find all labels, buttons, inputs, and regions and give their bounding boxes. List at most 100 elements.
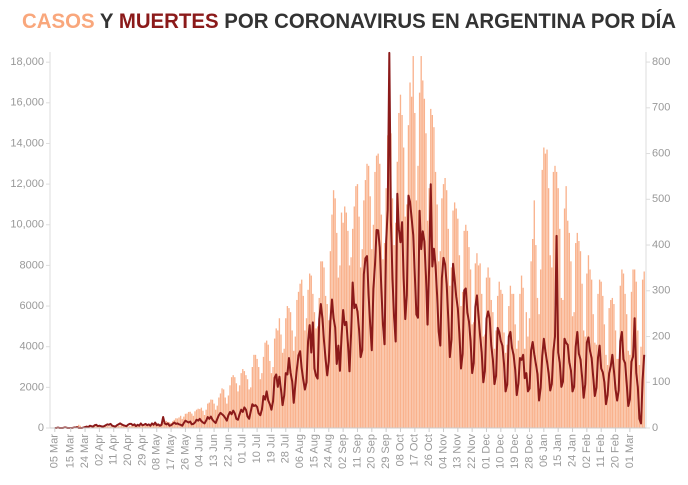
bar bbox=[144, 425, 147, 428]
bar bbox=[543, 147, 545, 428]
bar bbox=[253, 354, 255, 428]
x-tick-label: 13 Nov bbox=[452, 434, 464, 469]
bar bbox=[380, 214, 383, 428]
bar bbox=[356, 184, 359, 428]
bar bbox=[406, 204, 408, 428]
x-tick-label: 26 Oct bbox=[423, 434, 435, 466]
x-tick-label: 01 Jul bbox=[237, 434, 249, 463]
bar bbox=[93, 426, 96, 428]
x-tick-label: 13 Jun bbox=[208, 434, 220, 467]
bar bbox=[379, 163, 381, 428]
bar bbox=[210, 399, 212, 428]
bar bbox=[509, 285, 512, 428]
bar bbox=[234, 377, 236, 428]
chart-title: CASOS Y MUERTES POR CORONAVIRUS EN ARGEN… bbox=[22, 10, 676, 33]
x-tick-label: 29 Apr bbox=[136, 434, 148, 466]
bar bbox=[474, 263, 477, 428]
bar bbox=[581, 283, 583, 428]
bar bbox=[377, 153, 379, 428]
bar bbox=[242, 369, 244, 428]
bar bbox=[227, 395, 230, 428]
bar bbox=[410, 96, 413, 429]
bar bbox=[211, 399, 214, 428]
bar bbox=[539, 269, 542, 428]
bar bbox=[95, 425, 97, 428]
bar bbox=[579, 251, 582, 428]
bar bbox=[146, 425, 148, 428]
bar bbox=[117, 426, 120, 428]
bar bbox=[301, 279, 303, 428]
bar bbox=[551, 267, 553, 428]
bar bbox=[207, 403, 209, 428]
bar bbox=[468, 247, 470, 428]
bar bbox=[390, 133, 392, 428]
bar bbox=[278, 318, 281, 428]
bar bbox=[525, 312, 527, 428]
bar bbox=[256, 358, 258, 428]
bar bbox=[178, 417, 180, 428]
bar bbox=[78, 424, 80, 428]
line bbox=[54, 51, 646, 429]
bar bbox=[404, 216, 406, 428]
bar bbox=[141, 425, 144, 428]
bar bbox=[471, 324, 473, 428]
bar bbox=[433, 127, 435, 428]
bar bbox=[422, 80, 424, 429]
bar bbox=[549, 255, 551, 428]
y2-tick-label: 0 bbox=[652, 422, 658, 434]
bar bbox=[347, 230, 349, 428]
bar bbox=[423, 98, 426, 429]
bar bbox=[484, 334, 486, 428]
bar bbox=[567, 220, 569, 428]
bar bbox=[640, 346, 642, 428]
x-tick-label: 11 Feb bbox=[595, 434, 607, 467]
bar bbox=[238, 385, 241, 428]
bar bbox=[315, 328, 317, 428]
bar bbox=[563, 208, 566, 428]
bar bbox=[374, 171, 376, 428]
x-tick-label: 19 Dec bbox=[509, 434, 521, 469]
bar bbox=[465, 224, 467, 428]
bar bbox=[202, 410, 204, 428]
bar bbox=[237, 391, 239, 428]
bar bbox=[391, 198, 394, 428]
bar bbox=[477, 265, 480, 428]
bar bbox=[576, 232, 578, 428]
bar bbox=[194, 411, 196, 428]
x-tick-label: 02 Sep bbox=[337, 434, 349, 469]
bar bbox=[280, 334, 282, 428]
y2-tick-label: 600 bbox=[652, 147, 670, 159]
bar bbox=[264, 342, 266, 428]
bar bbox=[583, 330, 585, 428]
bar bbox=[219, 393, 222, 428]
bar bbox=[498, 281, 500, 428]
bar bbox=[396, 161, 398, 429]
bar bbox=[398, 112, 400, 429]
bar bbox=[213, 403, 215, 428]
x-tick-label: 05 Mar bbox=[49, 434, 61, 469]
bar bbox=[388, 125, 390, 428]
x-tick-label: 11 Sep bbox=[351, 434, 363, 468]
y2-tick-label: 700 bbox=[652, 102, 670, 114]
bar bbox=[235, 383, 238, 428]
bar bbox=[230, 377, 233, 428]
bar bbox=[331, 214, 333, 428]
bar bbox=[552, 171, 555, 428]
y-tick-label: 14,000 bbox=[10, 137, 44, 149]
bar bbox=[493, 348, 496, 428]
bar bbox=[304, 330, 306, 428]
bar bbox=[128, 426, 131, 428]
bar bbox=[375, 155, 378, 428]
bar bbox=[148, 425, 150, 428]
x-tick-label: 06 Aug bbox=[294, 434, 306, 468]
x-tick-label: 11 Apr bbox=[108, 434, 120, 465]
bar bbox=[466, 230, 469, 428]
bar bbox=[345, 212, 347, 428]
bar bbox=[532, 238, 534, 428]
title-part: POR CORONAVIRUS EN ARGENTINA POR DÍA bbox=[219, 10, 676, 33]
x-tick-label: 22 Nov bbox=[466, 434, 478, 469]
y2-tick-label: 300 bbox=[652, 285, 670, 297]
bar bbox=[122, 426, 124, 428]
bar bbox=[575, 243, 577, 428]
bar bbox=[547, 188, 550, 428]
